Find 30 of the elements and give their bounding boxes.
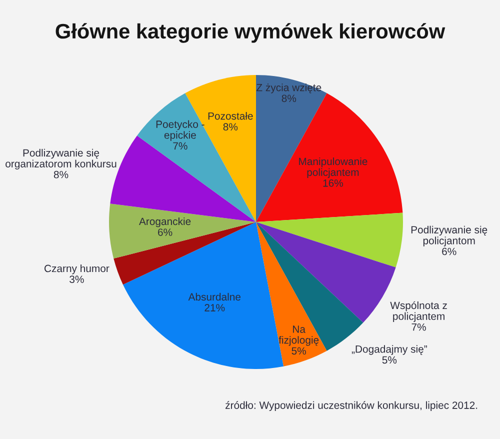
pie-slice [256,222,327,366]
slice-label: Absurdalne [188,292,241,301]
pie-slice [256,212,403,268]
slice-label: Pozostałe [208,112,253,120]
data-label: 6% [158,228,172,236]
data-label: 16% [323,179,344,187]
slice-label: Czarny humor [44,264,110,274]
data-label: 8% [223,123,238,131]
data-label: 3% [70,276,84,283]
data-label: 8% [54,170,68,178]
pie-slice [256,93,403,222]
slice-label: „Dogadajmy się” [352,345,427,355]
slice-label: Manipulowanie policjantem [299,157,368,178]
data-label: 7% [412,323,426,331]
slice-label: Podlizywanie się organizatorom konkursu [6,148,116,170]
chart-title: Główne kategorie wymówek kierowców [56,23,446,43]
slice-label: Wspólnota z policjantem [390,301,447,322]
slice-label: Aroganckie [139,217,191,228]
pie-slice [109,204,256,259]
data-label: 8% [282,94,296,102]
data-label: 6% [442,248,456,256]
slice-label: Poetycko - epickie [156,120,204,141]
text: źródło: Wypowiedzi uczestników konkursu, lipiec 2012. [226,401,478,411]
data-label: 5% [292,347,306,355]
slice-label: Podlizywanie się policjantom [411,226,488,246]
slice-label: Na fizjologię [278,326,319,346]
data-label: 5% [382,356,397,364]
data-label: 7% [173,142,188,150]
data-label: 21% [204,304,225,312]
slice-label: Z życia wzięte [256,84,322,94]
